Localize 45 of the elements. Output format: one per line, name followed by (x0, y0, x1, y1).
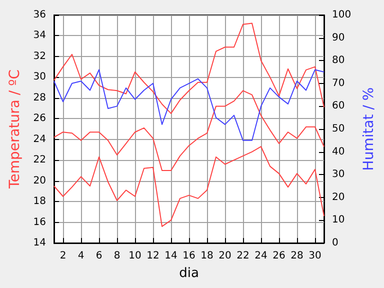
y-tick-label: 22 (33, 154, 46, 166)
line-series (54, 22, 325, 114)
x-tick-label: 16 (182, 250, 196, 262)
line-series (54, 146, 325, 227)
y2-tick-label: 100 (332, 10, 352, 20)
y-tick-label: 14 (33, 238, 46, 248)
x-tick-label: 30 (308, 250, 322, 262)
x-axis-title: dia (179, 266, 199, 281)
y-tick-label: 32 (33, 50, 46, 62)
x-tick-label: 18 (200, 250, 214, 262)
y2-axis-title: Humitat / % (361, 87, 377, 171)
y-tick-label: 26 (33, 113, 46, 124)
x-tick-label: 22 (236, 250, 250, 262)
y2-tick-label: 30 (332, 169, 345, 180)
x-tick-label: 4 (78, 250, 84, 262)
line-series (54, 69, 325, 141)
x-tick-label: 10 (128, 250, 142, 262)
y-tick-label: 36 (33, 10, 46, 20)
x-tick-label: 26 (272, 250, 286, 262)
y-tick-label: 28 (33, 92, 46, 104)
x-tick-label: 20 (218, 250, 232, 262)
y2-tick-label: 90 (332, 32, 345, 44)
y2-tick-label: 40 (332, 146, 345, 158)
y2-tick-label: 60 (332, 100, 345, 112)
x-tick-label: 2 (60, 250, 66, 262)
y-tick-label: 30 (33, 72, 46, 83)
x-tick-label: 12 (146, 250, 160, 262)
y-axis-title: Temperatura / ºC (7, 69, 23, 190)
x-tick-label: 6 (96, 250, 102, 262)
y2-tick-label: 80 (332, 55, 345, 66)
line-series (54, 90, 325, 171)
y2-tick-label: 20 (332, 192, 345, 203)
y-tick-label: 24 (33, 134, 46, 145)
y-tick-label: 34 (33, 30, 46, 42)
x-tick-label: 24 (254, 250, 268, 262)
y2-tick-label: 0 (332, 238, 338, 248)
y-tick-label: 18 (33, 196, 46, 208)
y2-tick-label: 70 (332, 78, 345, 89)
y-tick-label: 20 (33, 175, 46, 186)
y2-tick-label: 50 (332, 124, 345, 134)
x-tick-label: 8 (114, 250, 120, 262)
x-tick-label: 14 (164, 250, 178, 262)
y-tick-label: 16 (33, 216, 46, 228)
y2-tick-label: 10 (332, 214, 345, 226)
x-tick-label: 28 (290, 250, 304, 262)
